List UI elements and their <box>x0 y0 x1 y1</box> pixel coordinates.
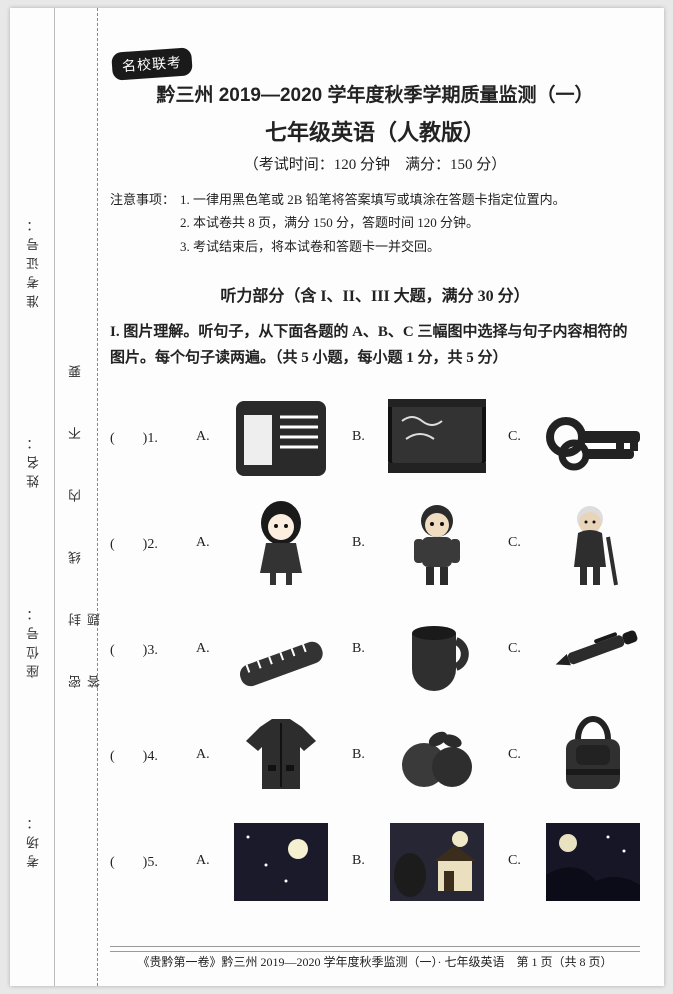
notes-body: 1. 一律用黑色笔或 2B 铅笔将答案填写或填涂在答题卡指定位置内。 2. 本试… <box>180 188 566 258</box>
option-label: A. <box>196 747 218 763</box>
option-label: A. <box>196 535 218 551</box>
option-label: C. <box>508 747 530 763</box>
note-item: 1. 一律用黑色笔或 2B 铅笔将答案填写或填涂在答题卡指定位置内。 <box>180 188 566 211</box>
question-row: ( )2. A. B. C. <box>110 497 640 589</box>
question-row: ( )1. A. B. C. <box>110 391 640 483</box>
cup-icon <box>382 603 492 695</box>
option-label: A. <box>196 853 218 869</box>
binding-left-track: 准考证号： 姓名： 座位号： 考场： <box>10 8 54 986</box>
option-label: C. <box>508 535 530 551</box>
keys-icon <box>538 391 648 483</box>
questions-block: ( )1. A. B. C. ( )2. A. B. C. ( )3. A. B. C. ( )4. A.… <box>110 391 640 907</box>
ruler-icon <box>226 603 336 695</box>
oranges-icon <box>382 709 492 801</box>
notes-label: 注意事项： <box>110 188 180 258</box>
question-number[interactable]: ( )5. <box>110 851 188 871</box>
option-label: B. <box>352 429 374 445</box>
option-label: B. <box>352 853 374 869</box>
field-name: 姓名： <box>24 368 43 488</box>
question-number[interactable]: ( )3. <box>110 639 188 659</box>
girl-icon <box>226 497 336 589</box>
binding-column: 准考证号： 姓名： 座位号： 考场： 密 封 线 内 不 要 答 题 <box>10 8 98 986</box>
question-number[interactable]: ( )2. <box>110 533 188 553</box>
exam-content: 黔三州 2019—2020 学年度秋季学期质量监测（一） 七年级英语（人教版） … <box>110 80 640 921</box>
jacket-icon <box>226 709 336 801</box>
option-label: B. <box>352 535 374 551</box>
bag-icon <box>538 709 648 801</box>
exam-notes: 注意事项： 1. 一律用黑色笔或 2B 铅笔将答案填写或填涂在答题卡指定位置内。… <box>110 188 640 258</box>
option-label: A. <box>196 429 218 445</box>
folder-icon <box>226 391 336 483</box>
option-label: C. <box>508 641 530 657</box>
option-label: C. <box>508 853 530 869</box>
night2-icon <box>538 815 648 907</box>
option-label: B. <box>352 641 374 657</box>
option-label: A. <box>196 641 218 657</box>
exam-title-line2: 七年级英语（人教版） <box>110 115 640 147</box>
field-seat: 座位号： <box>24 548 43 678</box>
school-stamp: 名校联考 <box>111 47 193 81</box>
note-item: 2. 本试卷共 8 页，满分 150 分，答题时间 120 分钟。 <box>180 211 566 234</box>
option-label: B. <box>352 747 374 763</box>
question-number[interactable]: ( )1. <box>110 427 188 447</box>
question-row: ( )3. A. B. C. <box>110 603 640 695</box>
question-row: ( )5. A. B. C. <box>110 815 640 907</box>
binding-seal-track: 密 封 线 内 不 要 答 题 <box>54 8 98 986</box>
note-item: 3. 考试结束后，将本试卷和答题卡一并交回。 <box>180 235 566 258</box>
question-row: ( )4. A. B. C. <box>110 709 640 801</box>
house-icon <box>382 815 492 907</box>
part-header: I. 图片理解。听句子，从下面各题的 A、B、C 三幅图中选择与句子内容相符的图… <box>110 320 640 371</box>
night1-icon <box>226 815 336 907</box>
pen-icon <box>538 603 648 695</box>
exam-subtitle: （考试时间：120 分钟 满分：150 分） <box>110 153 640 174</box>
exam-page: 准考证号： 姓名： 座位号： 考场： 密 封 线 内 不 要 答 题 名校联考 … <box>10 8 664 986</box>
boy-icon <box>382 497 492 589</box>
page-footer: 《贵黔第一卷》黔三州 2019—2020 学年度秋季监测（一）· 七年级英语 第… <box>110 946 640 970</box>
question-number[interactable]: ( )4. <box>110 745 188 765</box>
section-header: 听力部分（含 I、II、III 大题，满分 30 分） <box>110 282 640 306</box>
exam-title-line1: 黔三州 2019—2020 学年度秋季学期质量监测（一） <box>110 80 640 107</box>
field-exam-id: 准考证号： <box>24 128 43 308</box>
grandpa-icon <box>538 497 648 589</box>
field-room: 考场： <box>24 748 43 868</box>
sealing-line-text: 密 封 线 内 不 要 答 题 <box>66 288 104 688</box>
option-label: C. <box>508 429 530 445</box>
chalkboard-icon <box>382 391 492 483</box>
